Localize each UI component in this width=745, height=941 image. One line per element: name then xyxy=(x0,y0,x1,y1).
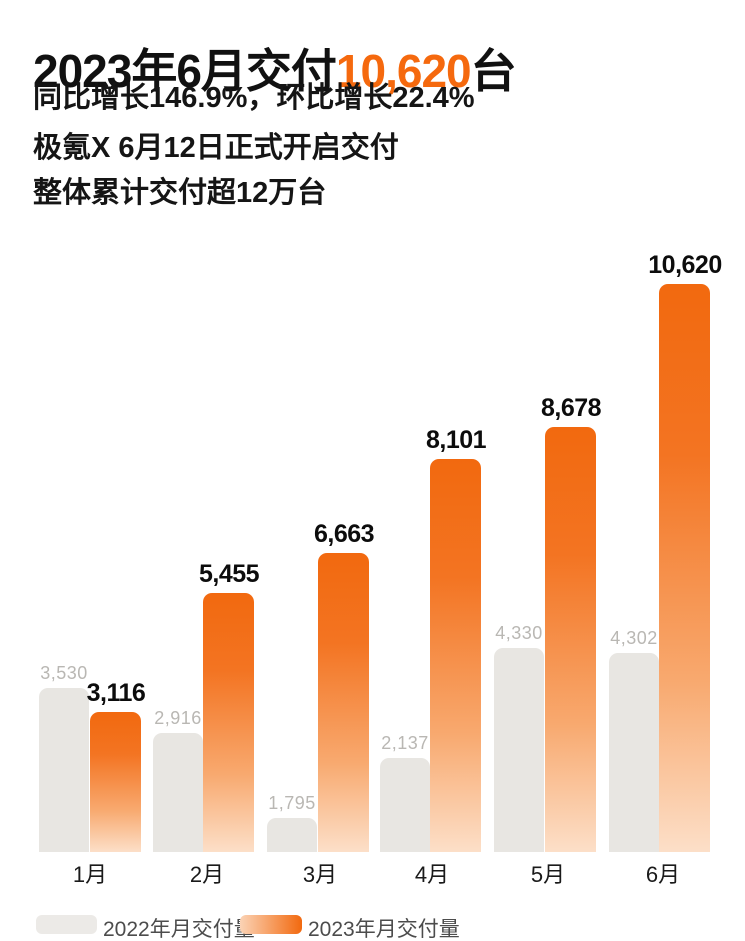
bar-2023-apr xyxy=(430,459,481,852)
value-label-2023-feb: 5,455 xyxy=(198,560,260,588)
bar-2023-may xyxy=(545,427,596,852)
bar-2022-jun xyxy=(609,653,659,852)
title-highlight-number: 10,620 xyxy=(335,44,472,97)
bar-2023-jan xyxy=(90,712,141,852)
page-title: 2023年6月交付10,620台 xyxy=(33,35,517,101)
value-label-2022-may: 4,330 xyxy=(495,623,543,643)
bar-2022-apr xyxy=(380,758,430,852)
subtitle-cumulative-total: 整体累计交付超12万台 xyxy=(33,177,327,209)
bar-2023-feb xyxy=(203,593,254,852)
bar-2022-may xyxy=(494,648,544,852)
bar-2023-mar xyxy=(318,553,369,852)
value-label-2023-apr: 8,101 xyxy=(425,426,487,454)
value-label-2022-feb: 2,916 xyxy=(154,708,202,728)
bar-2022-feb xyxy=(153,733,203,852)
x-tick-feb: 2月 xyxy=(189,862,225,887)
legend-swatch-2023 xyxy=(240,915,302,934)
x-tick-may: 5月 xyxy=(530,862,566,887)
legend-label-2022: 2022年月交付量 xyxy=(103,918,255,941)
x-tick-jan: 1月 xyxy=(72,862,108,887)
value-label-2022-jun: 4,302 xyxy=(610,628,658,648)
value-label-2023-jan: 3,116 xyxy=(86,679,146,707)
value-label-2022-jan: 3,530 xyxy=(40,663,88,683)
value-label-2022-mar: 1,795 xyxy=(268,793,316,813)
value-label-2023-mar: 6,663 xyxy=(313,520,375,548)
legend-swatch-2022 xyxy=(36,915,97,934)
subtitle-growth: 同比增长146.9%，环比增长22.4% xyxy=(33,82,475,114)
subtitle-zeekr-x-launch: 极氪X 6月12日正式开启交付 xyxy=(33,132,399,164)
title-prefix: 2023年6月交付 xyxy=(33,44,337,97)
legend-label-2023: 2023年月交付量 xyxy=(308,918,460,941)
value-label-2023-jun: 10,620 xyxy=(648,251,722,279)
x-tick-mar: 3月 xyxy=(302,862,338,887)
value-label-2023-may: 8,678 xyxy=(540,394,602,422)
title-suffix: 台 xyxy=(470,44,517,97)
bar-2023-jun xyxy=(659,284,710,852)
bar-2022-mar xyxy=(267,818,317,852)
x-tick-jun: 6月 xyxy=(645,862,681,887)
bar-2022-jan xyxy=(39,688,89,852)
x-tick-apr: 4月 xyxy=(414,862,450,887)
value-label-2022-apr: 2,137 xyxy=(381,733,429,753)
